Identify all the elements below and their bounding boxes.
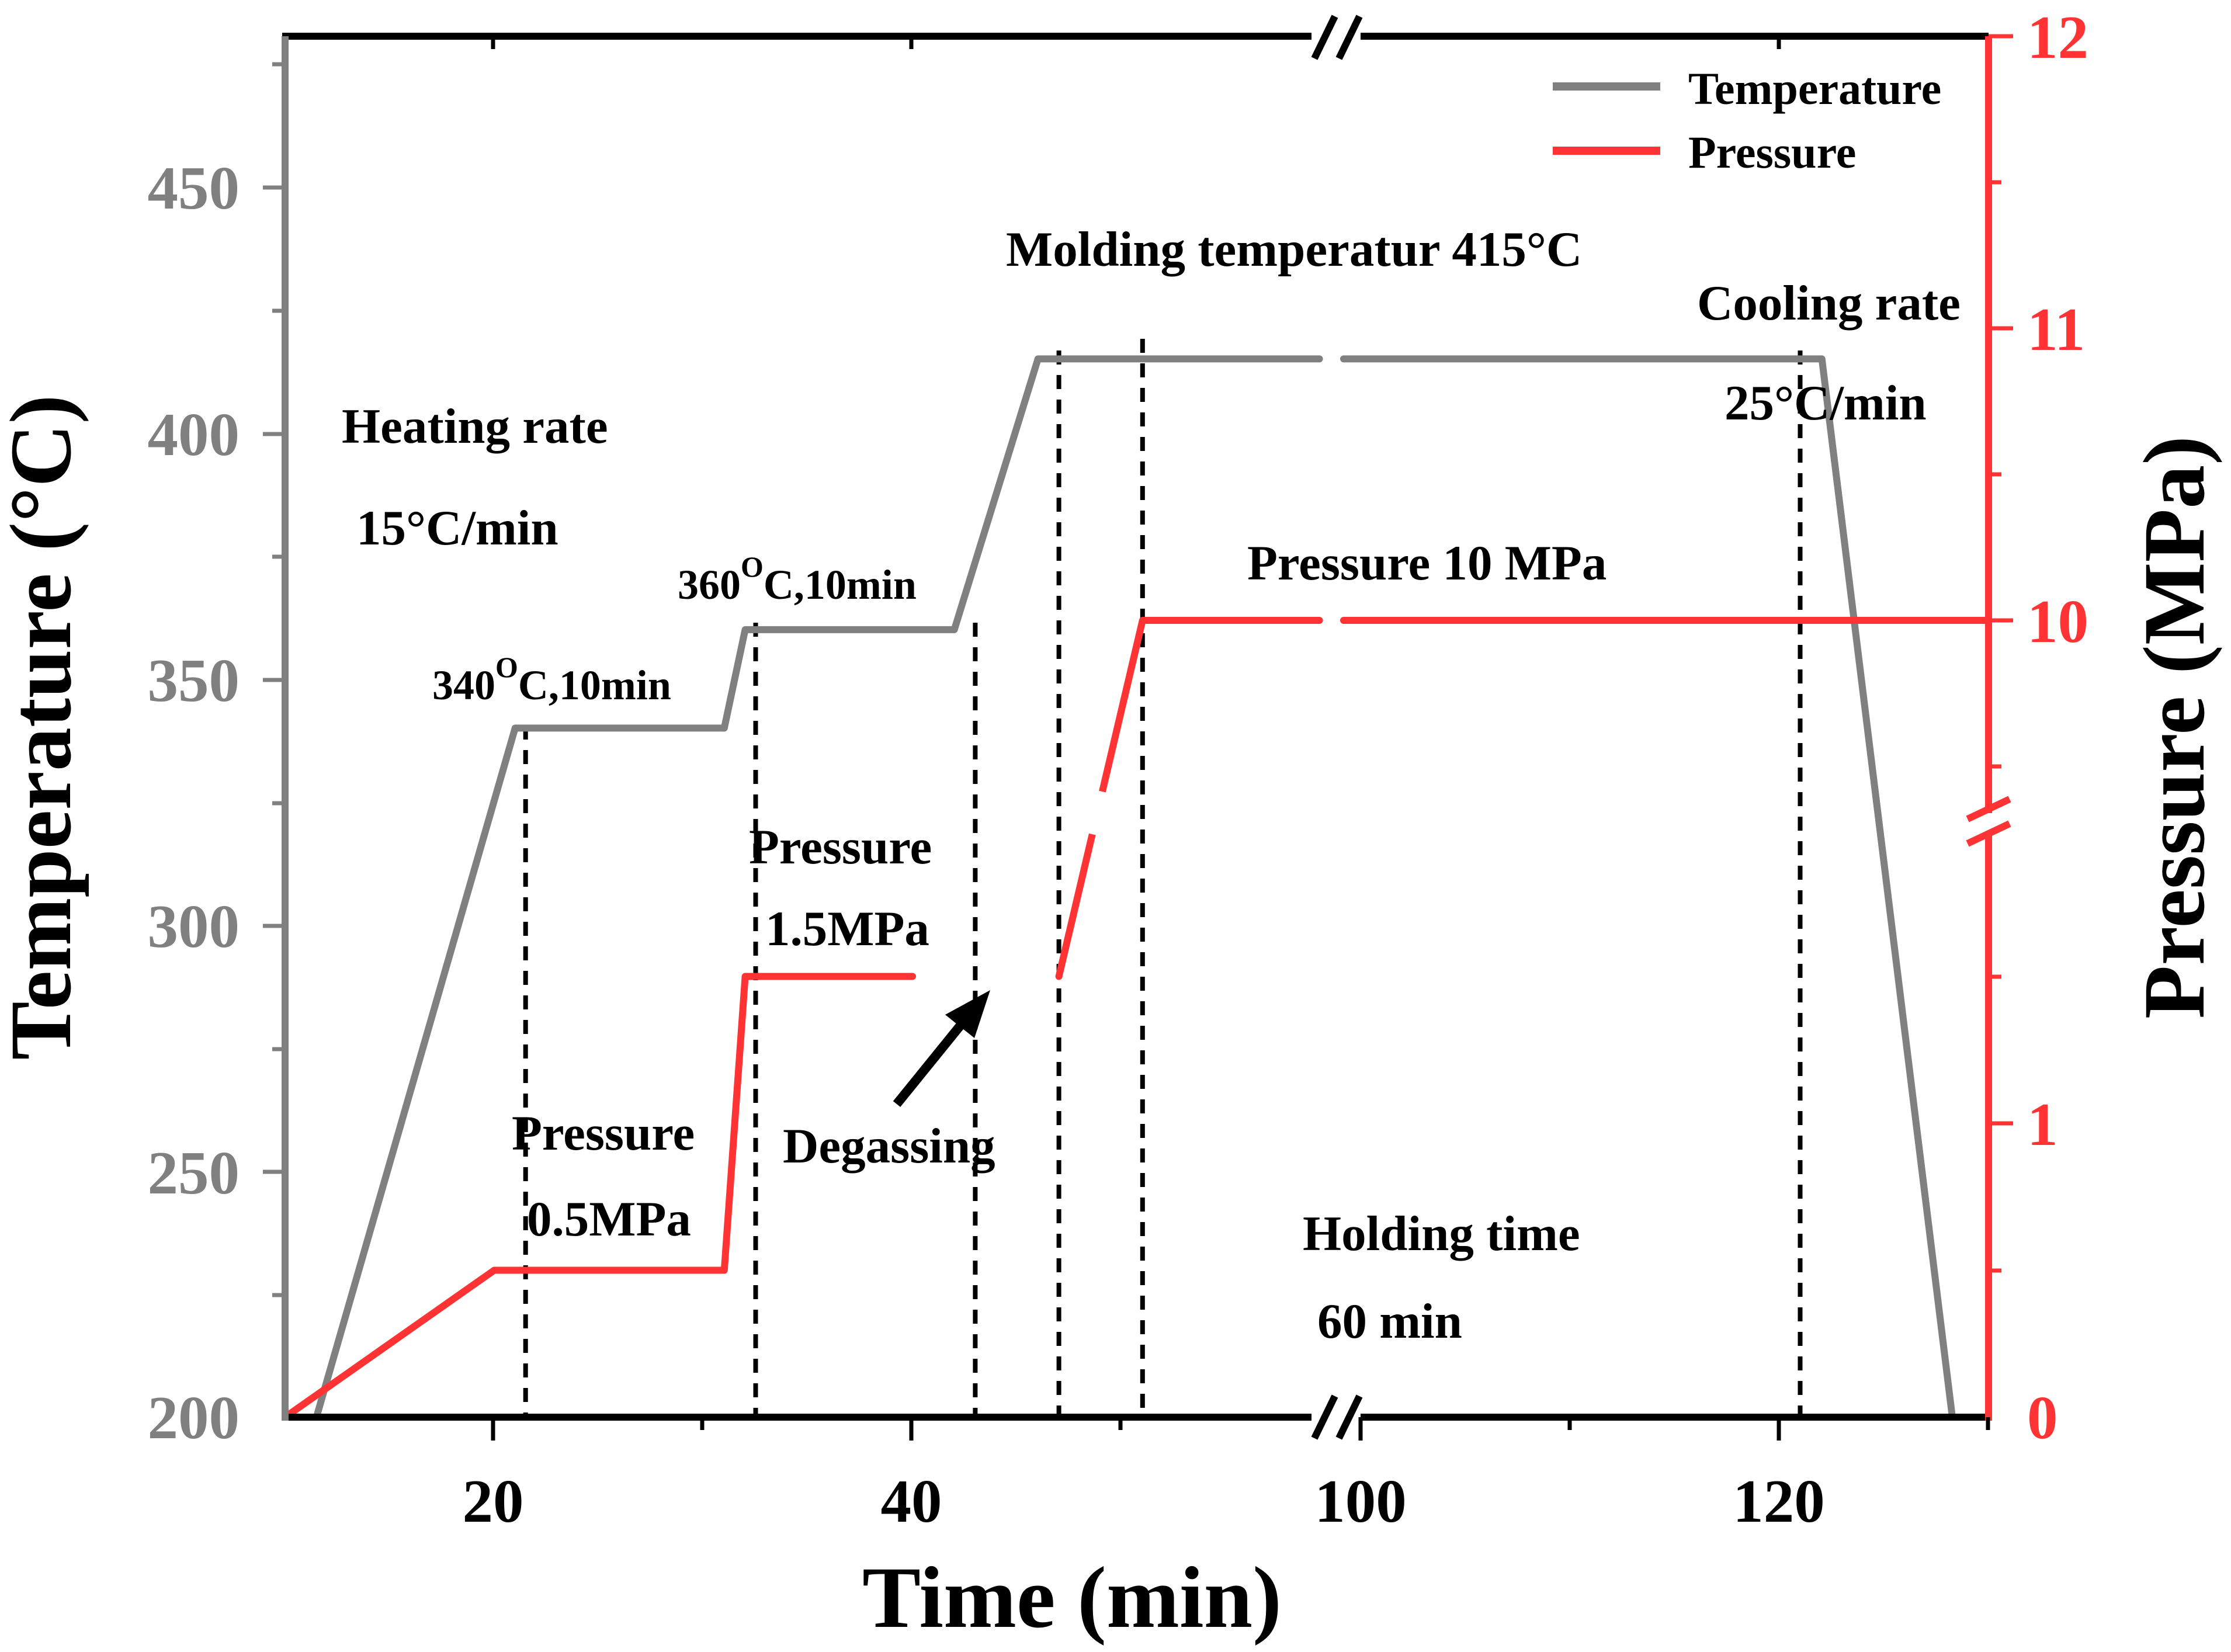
legend-label-pressure: Pressure [1688, 127, 1856, 178]
annotation-pressure-15: Pressure [749, 820, 932, 874]
annotation-pressure-05: Pressure [512, 1106, 695, 1161]
left-tick-labels: 200 250 300 350 400 450 [148, 154, 240, 1452]
annotation-hold-360-suffix: C,10min [764, 561, 917, 608]
annotation-cooling-rate-value: 25°C/min [1725, 376, 1927, 431]
axes-frame [282, 33, 1992, 1421]
annotation-pressure-15-value: 1.5MPa [765, 901, 929, 956]
x-axis-title: Time (min) [862, 1549, 1282, 1646]
left-tick-label: 250 [148, 1139, 240, 1207]
pressure-point [1340, 617, 1347, 624]
annotation-hold-340: 340OC,10min [432, 651, 671, 709]
pressure-point [1316, 617, 1323, 624]
left-tick-label: 400 [148, 400, 240, 468]
annotation-hold-340-prefix: 340 [432, 662, 495, 709]
temperature-point [1340, 355, 1347, 363]
left-tick-label: 300 [148, 892, 240, 960]
annotation-holding-time-value: 60 min [1317, 1294, 1462, 1349]
right-y-ticks [1989, 34, 2013, 1273]
legend: Temperature Pressure [1553, 63, 1941, 178]
x-tick-label: 100 [1314, 1467, 1407, 1535]
annotations: Heating rate 15°C/min 340OC,10min 360OC,… [342, 222, 1961, 1349]
pressure-point [491, 1266, 498, 1274]
temperature-segment [313, 727, 519, 1418]
x-tick-label: 40 [881, 1467, 942, 1535]
pressure-point [1139, 617, 1146, 624]
arrow-head [945, 990, 990, 1038]
bottom-break-mark-1 [1311, 1394, 1338, 1440]
right-tick-label: 10 [2027, 587, 2088, 655]
right-tick-labels: 0 1 10 11 12 [2027, 3, 2088, 1452]
pressure-segment [283, 1267, 497, 1420]
pressure-point [1055, 973, 1063, 980]
annotation-hold-360-prefix: 360 [678, 561, 741, 608]
annotation-hold-360: 360OC,10min [678, 550, 917, 608]
annotation-pressure-05-value: 0.5MPa [527, 1192, 691, 1247]
annotation-degassing: Degassing [783, 1119, 995, 1174]
pressure-point [909, 973, 916, 980]
left-tick-label: 350 [148, 646, 240, 714]
annotation-heating-rate-value: 15°C/min [356, 501, 558, 556]
pressure-segment [720, 976, 749, 1271]
annotation-cooling-rate: Cooling rate [1697, 276, 1961, 331]
guide-lines [523, 339, 1803, 1417]
temperature-point [1316, 355, 1323, 363]
right-tick-label: 12 [2027, 3, 2088, 71]
annotation-holding-time: Holding time [1303, 1206, 1580, 1261]
x-tick-labels: 20 40 100 120 [463, 1467, 1825, 1535]
temperature-point [511, 724, 519, 732]
annotation-hold-360-degree: O [741, 550, 764, 583]
arrow-shaft [893, 1018, 968, 1108]
x-tick-label: 120 [1733, 1467, 1825, 1535]
pressure-point [741, 973, 749, 980]
annotation-pressure-10: Pressure 10 MPa [1247, 536, 1607, 591]
annotation-hold-340-suffix: C,10min [518, 662, 671, 709]
x-ticks [491, 36, 1990, 1441]
left-y-ticks [263, 62, 285, 1297]
axis-break-marks [1311, 15, 2011, 1440]
temperature-segment [720, 629, 749, 729]
legend-label-temperature: Temperature [1688, 63, 1941, 114]
x-tick-label: 20 [463, 1467, 524, 1535]
right-tick-label: 11 [2027, 295, 2085, 363]
right-break-mark-2 [1966, 820, 2011, 847]
right-break-mark-1 [1966, 796, 2011, 822]
temperature-point [1818, 355, 1826, 363]
annotation-molding-temp: Molding temperatur 415°C [1006, 222, 1582, 277]
top-break-mark-2 [1335, 15, 1363, 60]
series-lines [282, 355, 1992, 1421]
temperature-point [950, 626, 958, 633]
degassing-arrow [893, 990, 990, 1108]
right-axis-title: Pressure (MPa) [2126, 436, 2223, 1019]
temperature-segment [1818, 358, 1956, 1418]
right-tick-label: 1 [2027, 1090, 2058, 1158]
right-tick-label: 0 [2027, 1383, 2058, 1452]
temperature-segment [950, 358, 1042, 631]
bottom-break-mark-2 [1335, 1394, 1363, 1440]
temperature-point [1034, 355, 1042, 363]
top-break-mark-1 [1311, 15, 1338, 60]
pressure-segment [1055, 619, 1146, 977]
annotation-hold-340-degree: O [495, 651, 518, 683]
left-axis-title: Temperature (°C) [0, 395, 89, 1060]
left-tick-label: 450 [148, 154, 240, 222]
annotation-heating-rate: Heating rate [342, 399, 608, 454]
temperature-point [741, 626, 749, 633]
temperature-point [720, 724, 728, 732]
pressure-point [720, 1266, 728, 1274]
left-tick-label: 200 [148, 1383, 240, 1452]
